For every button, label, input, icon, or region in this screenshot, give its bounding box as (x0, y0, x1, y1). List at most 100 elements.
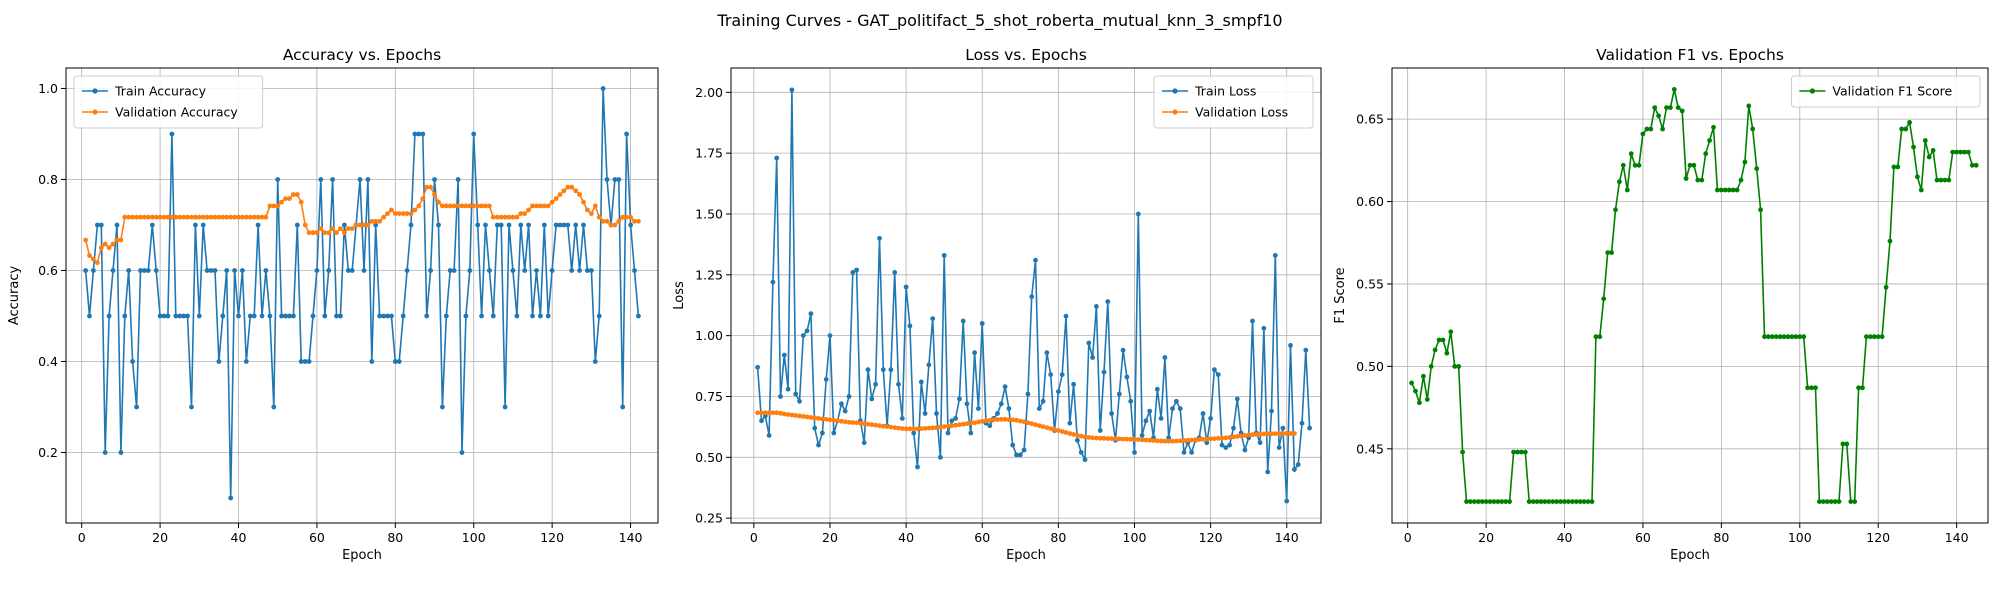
data-point (1139, 437, 1145, 443)
data-point (1954, 149, 1959, 155)
data-point (759, 418, 764, 424)
data-point (1773, 334, 1779, 340)
data-point (361, 222, 367, 228)
x-tick-label: 40 (898, 530, 914, 545)
data-point (573, 222, 579, 228)
data-point (1204, 436, 1210, 442)
data-point (953, 416, 958, 421)
data-point (134, 214, 140, 220)
data-point (1409, 380, 1414, 386)
data-point (514, 214, 520, 220)
data-point (95, 260, 100, 266)
data-point (1573, 499, 1579, 504)
data-point (1628, 151, 1634, 157)
data-point (1292, 467, 1297, 472)
data-point (592, 359, 598, 364)
data-point (185, 313, 190, 319)
data-point (381, 313, 386, 319)
data-point (1075, 437, 1080, 443)
data-point (400, 211, 406, 217)
data-point (240, 214, 245, 220)
data-point (134, 404, 140, 410)
data-point (1609, 250, 1614, 256)
data-point (83, 237, 88, 243)
data-point (1200, 411, 1206, 416)
data-point (1212, 367, 1217, 373)
data-point (1010, 417, 1016, 423)
data-point (1059, 372, 1065, 377)
data-point (922, 426, 928, 431)
data-point (534, 268, 539, 273)
x-axis-label: Epoch (1670, 548, 1710, 563)
data-point (1048, 372, 1054, 377)
data-point (479, 313, 484, 319)
data-point (1507, 499, 1512, 504)
data-point (204, 214, 210, 220)
data-point (1056, 428, 1061, 433)
data-point (1265, 431, 1271, 437)
data-point (1907, 120, 1912, 125)
data-point (620, 404, 626, 410)
data-point (964, 421, 970, 427)
data-point (1726, 187, 1732, 193)
data-point (138, 268, 143, 273)
data-point (287, 196, 292, 202)
x-tick-label: 100 (1788, 530, 1812, 545)
data-point (212, 268, 218, 273)
y-tick-label: 0.75 (695, 389, 723, 404)
data-point (877, 423, 882, 429)
data-point (1656, 113, 1661, 119)
data-point (361, 268, 367, 273)
data-point (1002, 416, 1008, 422)
data-point (1303, 347, 1309, 353)
data-point (1292, 431, 1297, 436)
data-point (279, 199, 284, 205)
data-point (1840, 441, 1846, 447)
data-point (443, 313, 449, 319)
data-point (1166, 438, 1172, 444)
y-axis-label: Loss (672, 281, 687, 310)
data-point (565, 222, 571, 228)
data-point (298, 199, 304, 205)
data-point (628, 214, 633, 220)
data-point (447, 203, 453, 209)
data-point (899, 416, 905, 421)
data-point (1487, 499, 1493, 504)
data-point (1938, 177, 1944, 183)
data-point (918, 379, 924, 385)
data-point (385, 211, 390, 217)
data-point (785, 386, 791, 392)
data-point (1094, 435, 1099, 441)
data-point (87, 253, 92, 258)
data-point (1234, 434, 1240, 439)
data-point (1132, 450, 1137, 455)
data-point (755, 364, 760, 370)
data-point (1147, 408, 1153, 414)
data-point (1253, 432, 1259, 437)
data-point (612, 177, 618, 182)
data-point (451, 268, 457, 273)
data-point (1272, 253, 1278, 258)
data-point (1143, 418, 1149, 424)
y-tick-label: 0.65 (1356, 112, 1384, 127)
data-point (585, 207, 590, 213)
data-point (404, 211, 410, 217)
x-tick-label: 20 (1478, 530, 1494, 545)
data-point (624, 131, 629, 137)
chart-panel-1: 0 20 40 60 80 100 120 140 0.2 0.4 0.6 0.8 1.0 Accurac… (7, 46, 659, 563)
data-point (463, 203, 469, 209)
data-point (1120, 347, 1126, 353)
data-point (342, 230, 347, 236)
data-point (369, 359, 375, 364)
data-point (98, 222, 104, 228)
data-point (1261, 325, 1267, 331)
data-point (770, 410, 776, 416)
data-point (1722, 187, 1728, 193)
data-point (960, 318, 966, 324)
data-point (106, 313, 112, 319)
data-point (854, 267, 859, 273)
data-point (196, 313, 202, 319)
data-point (1918, 187, 1924, 193)
data-point (189, 404, 194, 410)
data-point (463, 313, 469, 319)
